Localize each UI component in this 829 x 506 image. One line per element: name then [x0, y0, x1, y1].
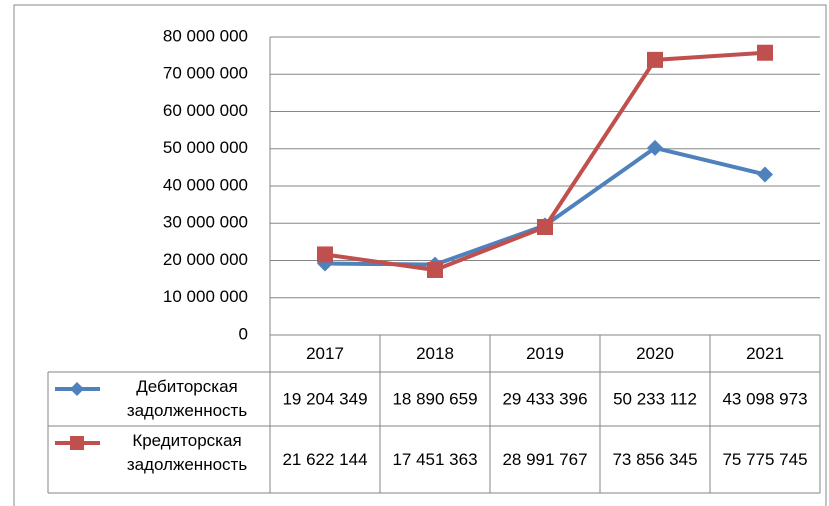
- legend-marker: [70, 382, 84, 396]
- table-value: 50 233 112: [613, 389, 697, 408]
- table-value: 21 622 144: [282, 450, 367, 469]
- y-tick-label: 60 000 000: [163, 101, 248, 120]
- marker: [647, 51, 663, 68]
- table-value: 28 991 767: [502, 450, 587, 469]
- y-tick-label: 20 000 000: [163, 250, 248, 269]
- y-tick-label: 40 000 000: [163, 175, 248, 194]
- marker: [317, 246, 333, 263]
- table-value: 19 204 349: [282, 389, 367, 408]
- legend-label: Дебиторская задолженность: [126, 377, 248, 420]
- y-tick-label: 30 000 000: [163, 213, 248, 232]
- y-tick-label: 80 000 000: [163, 26, 248, 45]
- marker: [537, 219, 553, 236]
- table-value: 75 775 745: [722, 450, 807, 469]
- legend-label: Кредиторская задолженность: [126, 431, 248, 474]
- x-tick-label: 2019: [526, 344, 564, 363]
- series-line: [324, 50, 766, 272]
- legend-marker: [70, 436, 84, 450]
- marker: [757, 166, 773, 183]
- marker: [757, 44, 773, 61]
- y-tick-label: 0: [239, 324, 248, 343]
- table-value: 73 856 345: [612, 450, 697, 469]
- x-tick-label: 2021: [746, 344, 784, 363]
- y-tick-label: 70 000 000: [163, 64, 248, 83]
- marker: [427, 261, 443, 278]
- marker: [647, 139, 663, 156]
- table-value: 43 098 973: [722, 389, 807, 408]
- table-value: 18 890 659: [392, 389, 477, 408]
- x-tick-label: 2020: [636, 344, 674, 363]
- x-tick-label: 2017: [306, 344, 344, 363]
- x-tick-label: 2018: [416, 344, 454, 363]
- table-value: 29 433 396: [502, 389, 587, 408]
- y-tick-label: 10 000 000: [163, 287, 248, 306]
- series-line: [324, 145, 766, 267]
- y-tick-label: 50 000 000: [163, 138, 248, 157]
- chart-frame: [13, 4, 827, 506]
- table-value: 17 451 363: [392, 450, 477, 469]
